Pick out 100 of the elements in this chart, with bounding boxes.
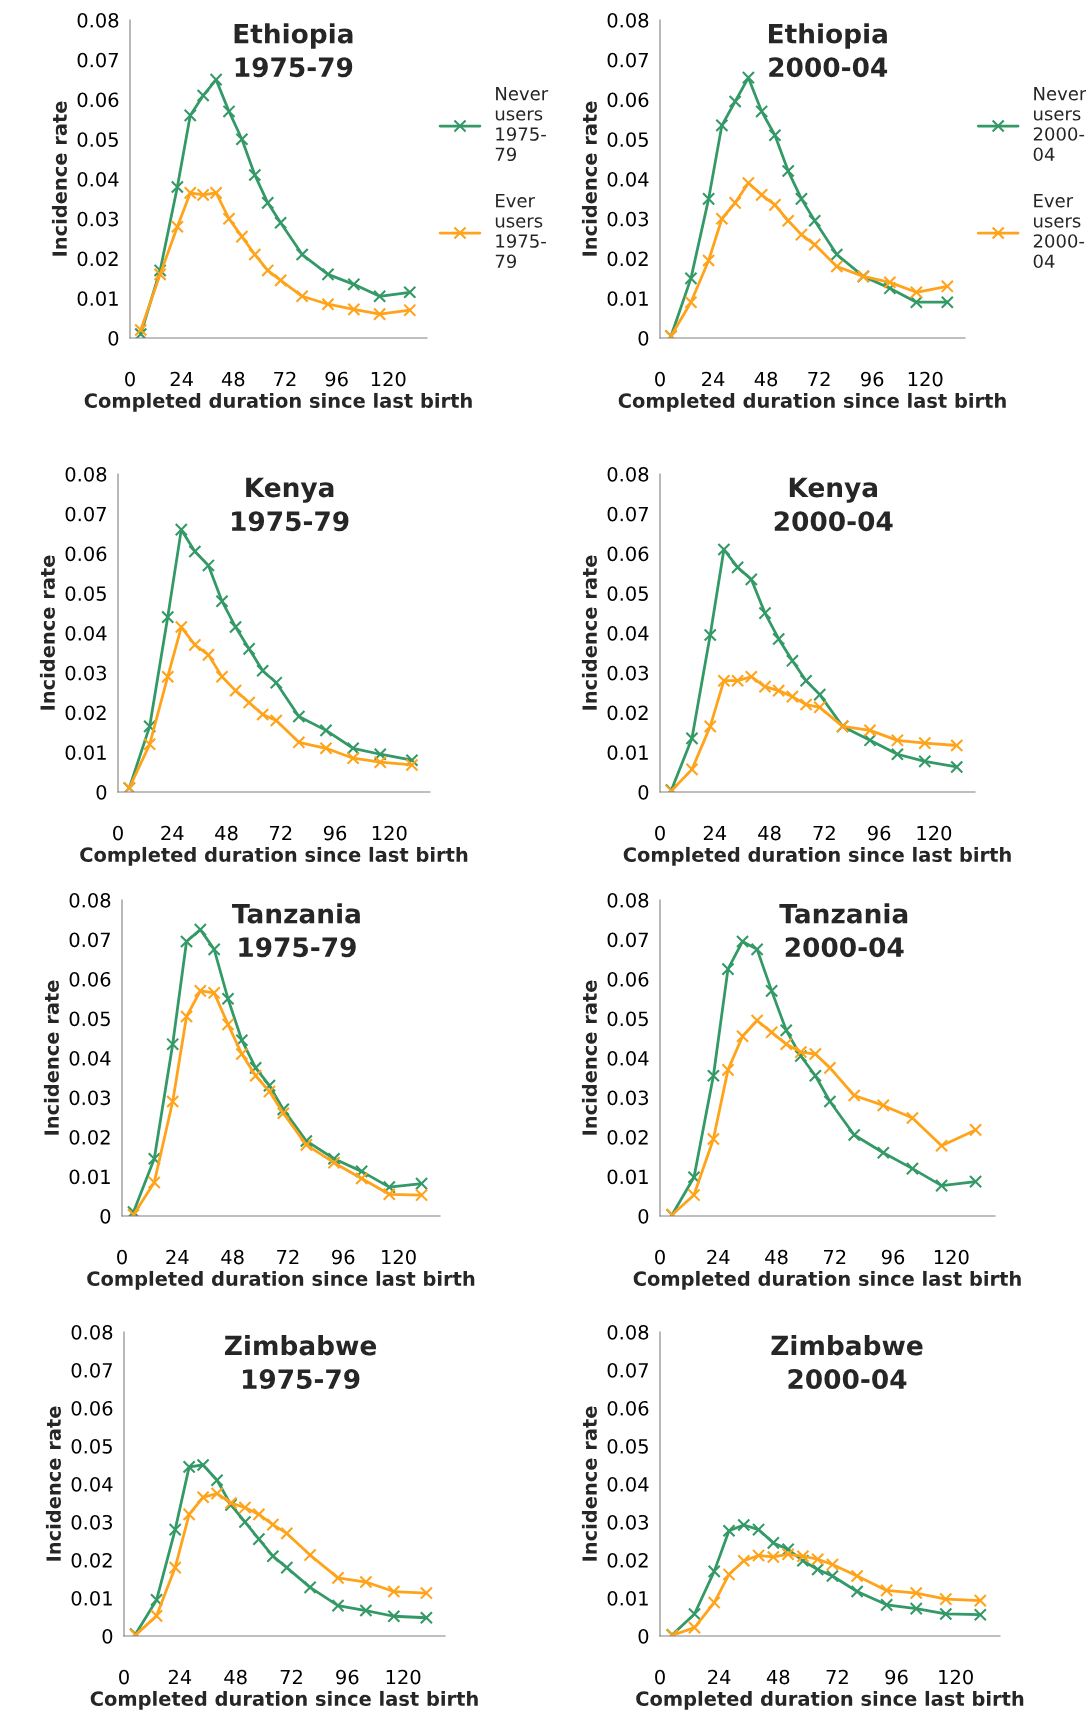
x-tick-label: 72 [808, 371, 830, 387]
x-tick-label: 120 [371, 371, 406, 387]
y-tick-label: 0.08 [77, 12, 119, 28]
y-tick-label: 0.03 [607, 665, 649, 681]
x-tick-label: 24 [702, 371, 725, 387]
y-tick-label: 0.08 [69, 892, 111, 908]
text: Zimbabwe 2000-04 [771, 1335, 923, 1390]
x-tick-label: 72 [826, 1669, 848, 1685]
x-tick-label: 96 [881, 1249, 905, 1265]
y-tick-label: 0.04 [71, 1476, 113, 1492]
y-tick-label: 0 [100, 1208, 111, 1224]
y-tick-label: 0.06 [607, 546, 649, 562]
x-tick-label: 96 [867, 825, 891, 841]
y-axis-title: Incidence rate [39, 555, 55, 710]
x-tick-label: 24 [170, 371, 193, 387]
legend-label: Ever users 1975-79 [495, 194, 546, 269]
y-tick-label: 0.04 [607, 625, 649, 641]
x-axis-title: Completed duration since last birth [84, 392, 472, 412]
legend-label: Never users 1975-79 [495, 86, 549, 162]
y-tick-label: 0.01 [607, 745, 648, 760]
y-axis-title: Incidence rate [581, 1406, 597, 1561]
y-tick-label: 0.06 [607, 92, 649, 108]
y-tick-label: 0.01 [65, 745, 106, 760]
y-tick-label: 0.07 [607, 52, 648, 68]
y-tick-label: 0.08 [607, 892, 649, 908]
y-tick-label: 0 [102, 1628, 113, 1644]
text: Ethiopia 2000-04 [769, 23, 888, 78]
y-axis-title: Incidence rate [581, 980, 597, 1135]
x-tick-label: 48 [766, 1669, 790, 1685]
y-tick-label: 0 [638, 1208, 649, 1224]
y-axis-title: Incidence rate [43, 980, 59, 1135]
y-tick-label: 0.06 [607, 971, 649, 987]
x-tick-label: 72 [274, 371, 296, 387]
y-tick-label: 0.06 [69, 971, 111, 987]
y-tick-label: 0.02 [65, 705, 106, 721]
x-tick-label: 24 [161, 825, 184, 841]
x-tick-label: 48 [221, 371, 245, 387]
text: Ethiopia 1975-79 [234, 23, 353, 78]
x-tick-label: 48 [758, 825, 781, 841]
y-tick-label: 0.02 [607, 1129, 648, 1145]
y-tick-label: 0.03 [607, 1514, 649, 1530]
y-tick-label: 0.08 [607, 1324, 649, 1340]
text: Kenya 2000-04 [774, 477, 893, 532]
y-tick-label: 0.04 [607, 1050, 649, 1066]
y-tick-label: 0.05 [607, 1011, 648, 1027]
y-tick-label: 0.01 [69, 1169, 110, 1185]
x-tick-label: 120 [934, 1249, 969, 1265]
y-tick-label: 0.03 [71, 1514, 113, 1530]
legend-label: Never users 2000-04 [1033, 86, 1086, 162]
y-tick-label: 0.01 [607, 291, 648, 306]
x-tick-label: 96 [861, 371, 884, 387]
y-tick-label: 0.08 [607, 12, 649, 28]
x-tick-label: 24 [703, 825, 727, 841]
y-tick-label: 0.07 [607, 506, 648, 522]
text: Tanzania 2000-04 [779, 903, 908, 958]
x-axis-title: Completed duration since last birth [80, 846, 468, 866]
x-tick-label: 48 [765, 1249, 788, 1265]
y-tick-label: 0.02 [71, 1552, 112, 1568]
y-tick-label: 0.07 [607, 932, 648, 948]
y-tick-label: 0.06 [71, 1400, 113, 1416]
x-tick-label: 120 [917, 825, 952, 841]
y-tick-label: 0.02 [607, 705, 648, 721]
y-tick-label: 0 [96, 784, 107, 800]
y-tick-label: 0.03 [77, 211, 119, 227]
x-tick-label: 96 [332, 1249, 355, 1265]
y-tick-label: 0 [638, 330, 649, 346]
x-axis-title: Completed duration since last birth [636, 1690, 1024, 1710]
x-tick-label: 72 [277, 1249, 299, 1265]
x-axis-title: Completed duration since last birth [90, 1690, 478, 1710]
y-tick-label: 0.05 [69, 1011, 110, 1027]
y-axis-title: Incidence rate [51, 101, 67, 256]
x-tick-label: 24 [708, 1669, 731, 1685]
y-tick-label: 0.02 [69, 1129, 110, 1145]
y-tick-label: 0 [638, 784, 649, 800]
x-tick-label: 72 [824, 1249, 846, 1265]
y-tick-label: 0.05 [607, 1438, 648, 1454]
x-tick-label: 72 [280, 1669, 302, 1685]
x-tick-label: 72 [270, 825, 292, 841]
y-tick-label: 0 [108, 330, 119, 346]
text: Tanzania 1975-79 [232, 903, 360, 958]
y-tick-label: 0.05 [77, 132, 118, 147]
x-tick-label: 120 [939, 1669, 973, 1685]
x-tick-label: 48 [221, 1249, 244, 1265]
y-tick-label: 0.05 [607, 132, 648, 147]
x-axis-title: Completed duration since last birth [618, 392, 1006, 412]
y-tick-label: 0.04 [69, 1050, 111, 1066]
y-tick-label: 0.04 [607, 1476, 649, 1492]
y-tick-label: 0.02 [607, 1552, 648, 1568]
y-tick-label: 0.04 [607, 171, 649, 187]
x-axis-title: Completed duration since last birth [633, 1270, 1021, 1290]
text: Kenya 1975-79 [232, 477, 349, 532]
y-tick-label: 0.02 [77, 251, 118, 267]
x-tick-label: 24 [168, 1669, 192, 1685]
y-tick-label: 0.07 [71, 1362, 112, 1378]
y-tick-label: 0.04 [65, 625, 107, 641]
x-axis-title: Completed duration since last birth [623, 846, 1011, 866]
y-tick-label: 0.06 [607, 1400, 649, 1416]
x-tick-label: 0 [655, 1669, 665, 1685]
y-tick-label: 0.08 [71, 1324, 113, 1340]
x-tick-label: 48 [754, 371, 778, 387]
